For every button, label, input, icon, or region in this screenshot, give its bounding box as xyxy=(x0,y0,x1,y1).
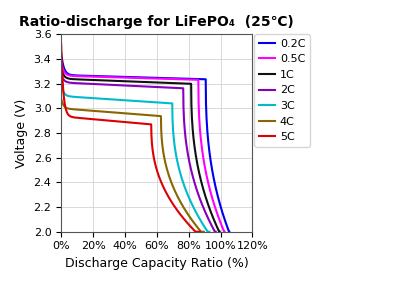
4C xyxy=(96,109,100,113)
4C xyxy=(166,173,171,176)
5C xyxy=(83,117,88,120)
0.5C xyxy=(168,77,173,81)
Legend: 0.2C, 0.5C, 1C, 2C, 3C, 4C, 5C: 0.2C, 0.5C, 1C, 2C, 3C, 4C, 5C xyxy=(254,34,310,146)
0.2C xyxy=(59,51,64,54)
Line: 1C: 1C xyxy=(61,68,220,232)
5C xyxy=(193,230,198,233)
0.2C xyxy=(88,74,93,78)
3C xyxy=(59,82,64,86)
0.5C xyxy=(59,60,64,63)
5C xyxy=(59,42,64,46)
5C xyxy=(198,230,202,233)
4C xyxy=(154,114,159,117)
Line: 2C: 2C xyxy=(61,74,216,232)
3C xyxy=(97,97,102,100)
3C xyxy=(170,123,175,127)
5C xyxy=(122,120,126,124)
1C xyxy=(217,230,222,233)
1C xyxy=(59,66,64,69)
0.2C xyxy=(158,76,163,80)
3C xyxy=(146,100,151,103)
0.2C xyxy=(185,77,190,80)
5C xyxy=(163,190,168,193)
4C xyxy=(201,230,206,233)
0.2C xyxy=(135,76,140,79)
Y-axis label: Voltage (V): Voltage (V) xyxy=(15,98,28,168)
Line: 0.2C: 0.2C xyxy=(61,53,229,232)
Line: 3C: 3C xyxy=(61,84,209,232)
4C xyxy=(143,113,148,117)
2C xyxy=(162,86,167,89)
0.5C xyxy=(88,75,92,78)
2C xyxy=(86,82,91,86)
2C xyxy=(150,85,155,89)
5C xyxy=(151,156,156,159)
3C xyxy=(207,230,212,233)
0.5C xyxy=(133,76,138,80)
0.5C xyxy=(182,78,186,81)
1C xyxy=(130,80,135,83)
1C xyxy=(165,81,170,85)
4C xyxy=(84,109,89,112)
0.5C xyxy=(101,75,106,79)
0.5C xyxy=(155,77,160,80)
0.2C xyxy=(227,230,232,233)
4C xyxy=(59,97,64,100)
Line: 4C: 4C xyxy=(61,99,204,232)
2C xyxy=(59,72,64,76)
1C xyxy=(100,79,104,82)
Title: Ratio-discharge for LiFePO₄  (25℃): Ratio-discharge for LiFePO₄ (25℃) xyxy=(20,15,294,29)
1C xyxy=(87,78,92,82)
Line: 5C: 5C xyxy=(61,44,200,232)
1C xyxy=(217,230,222,233)
0.5C xyxy=(222,230,227,233)
3C xyxy=(126,99,131,102)
2C xyxy=(98,83,103,86)
X-axis label: Discharge Capacity Ratio (%): Discharge Capacity Ratio (%) xyxy=(65,257,249,270)
3C xyxy=(85,96,90,99)
0.5C xyxy=(222,230,227,233)
3C xyxy=(158,101,162,104)
5C xyxy=(94,118,99,121)
2C xyxy=(213,230,218,233)
Line: 0.5C: 0.5C xyxy=(61,62,224,232)
2C xyxy=(212,230,217,233)
4C xyxy=(199,230,204,233)
3C xyxy=(206,230,210,233)
4C xyxy=(123,112,128,115)
2C xyxy=(129,84,134,87)
5C xyxy=(140,122,145,125)
0.2C xyxy=(171,77,176,80)
1C xyxy=(178,82,183,85)
1C xyxy=(152,81,157,84)
2C xyxy=(175,86,180,90)
0.2C xyxy=(102,75,107,78)
